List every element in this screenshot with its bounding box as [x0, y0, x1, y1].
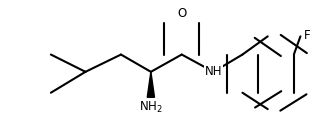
Text: O: O [177, 7, 186, 20]
Text: F: F [303, 29, 310, 42]
Text: NH: NH [205, 65, 222, 78]
Polygon shape [147, 72, 155, 97]
Text: NH$_2$: NH$_2$ [139, 100, 163, 115]
